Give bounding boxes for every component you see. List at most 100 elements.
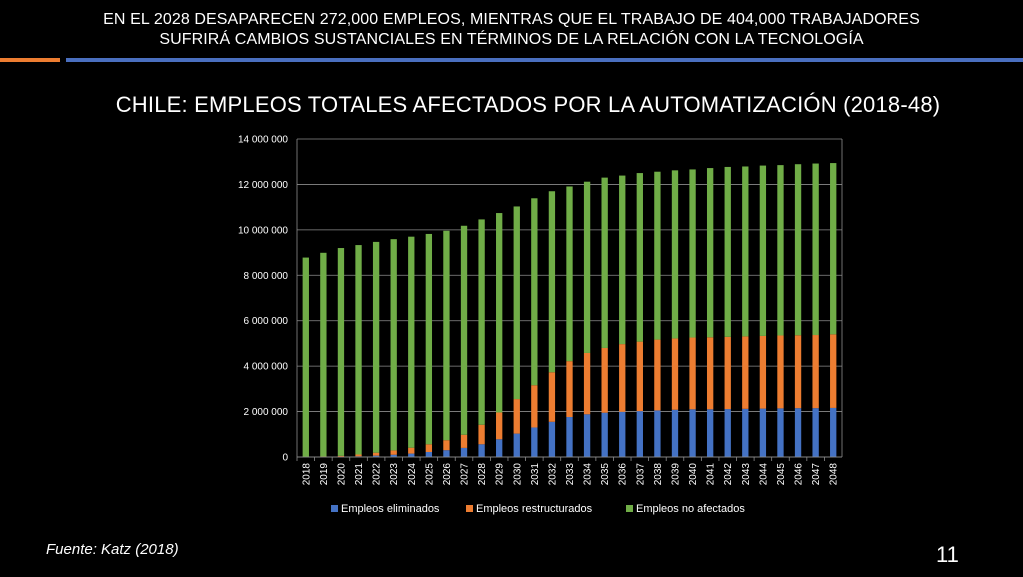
bar-restructured (337, 455, 345, 457)
bar-eliminated (478, 444, 485, 457)
x-tick-label: 2041 (706, 463, 717, 486)
bar-unaffected (496, 213, 503, 413)
bar-unaffected (583, 181, 591, 353)
bar-unaffected (794, 164, 802, 336)
bar-eliminated (408, 453, 415, 457)
x-tick-label: 2036 (618, 463, 629, 486)
bar-restructured (671, 338, 679, 410)
bar-restructured (830, 334, 837, 408)
x-tick-label: 2033 (565, 463, 576, 486)
bar-restructured (759, 335, 767, 409)
bar-eliminated (794, 408, 802, 457)
bar-eliminated (777, 408, 784, 457)
bar-eliminated (531, 427, 538, 457)
x-tick-label: 2030 (512, 463, 523, 486)
bar-restructured (619, 344, 626, 412)
bar-eliminated (583, 414, 591, 457)
bar-unaffected (320, 252, 327, 457)
y-tick-label: 2 000 000 (244, 407, 289, 418)
bar-restructured (654, 339, 661, 411)
bar-unaffected (390, 239, 397, 451)
bar-restructured (513, 399, 520, 434)
x-tick-label: 2042 (723, 463, 734, 486)
x-tick-label: 2025 (424, 463, 435, 486)
bar-unaffected (636, 173, 643, 342)
bar-unaffected (566, 186, 573, 362)
bar-unaffected (601, 177, 608, 348)
x-tick-label: 2034 (583, 463, 594, 486)
bar-eliminated (724, 409, 731, 457)
bar-unaffected (302, 257, 309, 457)
accent-rule-orange (0, 58, 60, 62)
bar-restructured (548, 372, 556, 422)
bar-unaffected (706, 168, 714, 338)
bar-eliminated (390, 454, 397, 457)
bar-unaffected (812, 163, 819, 336)
bar-eliminated (460, 447, 468, 457)
legend-label: Empleos restructurados (476, 503, 593, 515)
bar-restructured (724, 336, 731, 410)
bar-eliminated (548, 421, 556, 457)
bar-eliminated (601, 412, 608, 457)
bar-unaffected (443, 230, 450, 441)
bar-eliminated (654, 410, 661, 457)
bar-restructured (531, 385, 538, 428)
bar-restructured (812, 335, 819, 409)
headline-line-1: EN EL 2028 DESAPARECEN 272,000 EMPLEOS, … (103, 11, 920, 28)
bar-eliminated (636, 411, 643, 457)
legend-swatch (626, 505, 633, 512)
x-tick-label: 2023 (389, 463, 400, 486)
bar-restructured (390, 450, 397, 455)
x-tick-label: 2032 (547, 463, 558, 486)
x-tick-label: 2039 (670, 463, 681, 486)
x-tick-label: 2022 (372, 463, 383, 486)
x-tick-label: 2046 (794, 463, 805, 486)
bar-unaffected (777, 165, 784, 336)
x-tick-label: 2027 (460, 463, 471, 486)
bar-unaffected (724, 166, 731, 337)
y-tick-label: 4 000 000 (244, 362, 289, 373)
bar-eliminated (566, 417, 573, 457)
bar-restructured (583, 352, 591, 415)
bar-unaffected (830, 163, 837, 335)
bar-restructured (706, 337, 714, 410)
bar-unaffected (372, 241, 380, 453)
bar-eliminated (830, 407, 837, 457)
bar-eliminated (689, 409, 696, 457)
bar-restructured (777, 335, 784, 409)
bar-restructured (443, 440, 450, 451)
x-tick-label: 2037 (635, 463, 646, 486)
bar-unaffected (619, 175, 626, 345)
y-tick-label: 14 000 000 (238, 135, 288, 146)
bar-eliminated (812, 408, 819, 457)
x-tick-label: 2038 (653, 463, 664, 486)
bar-restructured (496, 412, 503, 440)
bar-restructured (355, 454, 362, 457)
bar-eliminated (706, 409, 714, 457)
headline-line-2: SUFRIRÁ CAMBIOS SUSTANCIALES EN TÉRMINOS… (159, 31, 864, 48)
bar-restructured (478, 424, 485, 445)
legend-swatch (331, 505, 338, 512)
bar-eliminated (496, 439, 503, 457)
legend-label: Empleos eliminados (341, 503, 440, 515)
bar-unaffected (478, 219, 485, 425)
x-tick-label: 2047 (811, 463, 822, 486)
bar-unaffected (742, 166, 749, 337)
bar-eliminated (443, 450, 450, 457)
bar-unaffected (759, 165, 767, 336)
x-tick-label: 2028 (477, 463, 488, 486)
bar-unaffected (337, 248, 345, 456)
bar-unaffected (408, 236, 415, 448)
x-tick-label: 2026 (442, 463, 453, 486)
y-tick-label: 12 000 000 (238, 180, 288, 191)
x-tick-label: 2031 (530, 463, 541, 486)
x-tick-label: 2045 (776, 463, 787, 486)
y-tick-label: 0 (282, 453, 288, 464)
bar-restructured (794, 335, 802, 409)
bar-restructured (566, 361, 573, 418)
bar-unaffected (513, 206, 520, 400)
x-tick-label: 2048 (829, 463, 840, 486)
y-tick-label: 10 000 000 (238, 225, 288, 236)
y-tick-label: 6 000 000 (244, 316, 289, 327)
